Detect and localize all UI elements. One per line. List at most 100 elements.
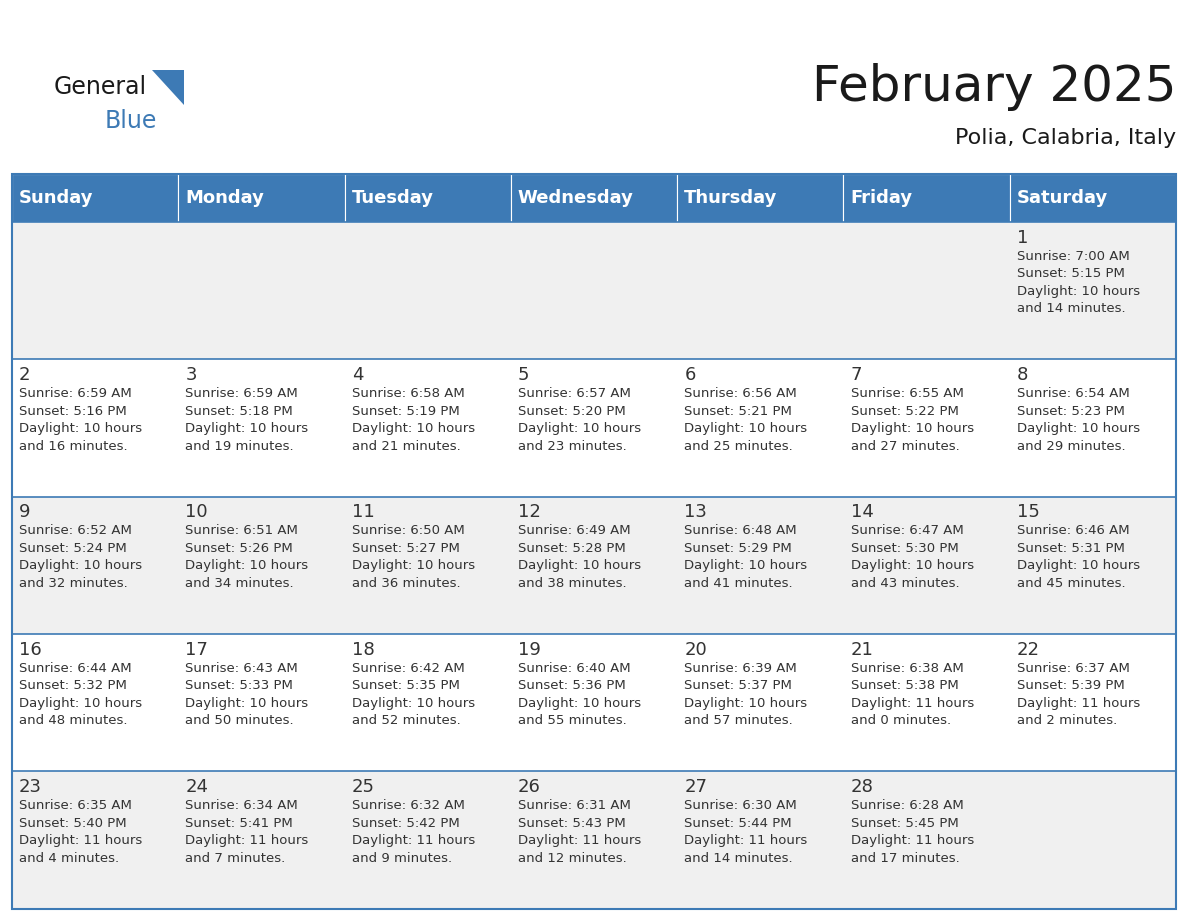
- Text: Sunrise: 6:57 AM
Sunset: 5:20 PM
Daylight: 10 hours
and 23 minutes.: Sunrise: 6:57 AM Sunset: 5:20 PM Dayligh…: [518, 387, 642, 453]
- Text: Monday: Monday: [185, 189, 264, 207]
- Text: 5: 5: [518, 366, 530, 384]
- Bar: [178, 771, 345, 909]
- Text: 2: 2: [19, 366, 31, 384]
- Bar: [178, 174, 345, 222]
- Text: Sunrise: 7:00 AM
Sunset: 5:15 PM
Daylight: 10 hours
and 14 minutes.: Sunrise: 7:00 AM Sunset: 5:15 PM Dayligh…: [1017, 250, 1140, 315]
- Bar: [178, 360, 345, 497]
- Text: Sunrise: 6:58 AM
Sunset: 5:19 PM
Daylight: 10 hours
and 21 minutes.: Sunrise: 6:58 AM Sunset: 5:19 PM Dayligh…: [352, 387, 475, 453]
- Bar: [12, 174, 178, 222]
- Bar: [345, 771, 511, 909]
- Text: 20: 20: [684, 641, 707, 658]
- Text: Sunrise: 6:49 AM
Sunset: 5:28 PM
Daylight: 10 hours
and 38 minutes.: Sunrise: 6:49 AM Sunset: 5:28 PM Dayligh…: [518, 524, 642, 590]
- Text: Tuesday: Tuesday: [352, 189, 434, 207]
- Text: Sunrise: 6:56 AM
Sunset: 5:21 PM
Daylight: 10 hours
and 25 minutes.: Sunrise: 6:56 AM Sunset: 5:21 PM Dayligh…: [684, 387, 808, 453]
- Text: 28: 28: [851, 778, 873, 796]
- Text: 9: 9: [19, 503, 31, 521]
- Text: Thursday: Thursday: [684, 189, 778, 207]
- Text: Sunrise: 6:47 AM
Sunset: 5:30 PM
Daylight: 10 hours
and 43 minutes.: Sunrise: 6:47 AM Sunset: 5:30 PM Dayligh…: [851, 524, 974, 590]
- Bar: [677, 174, 843, 222]
- Text: 11: 11: [352, 503, 374, 521]
- Bar: [1010, 360, 1176, 497]
- Text: 26: 26: [518, 778, 541, 796]
- Bar: [843, 222, 1010, 360]
- Bar: [511, 634, 677, 771]
- Text: Sunrise: 6:59 AM
Sunset: 5:18 PM
Daylight: 10 hours
and 19 minutes.: Sunrise: 6:59 AM Sunset: 5:18 PM Dayligh…: [185, 387, 309, 453]
- Text: General: General: [53, 75, 146, 99]
- Text: Sunrise: 6:32 AM
Sunset: 5:42 PM
Daylight: 11 hours
and 9 minutes.: Sunrise: 6:32 AM Sunset: 5:42 PM Dayligh…: [352, 799, 475, 865]
- Bar: [178, 634, 345, 771]
- Text: Sunrise: 6:55 AM
Sunset: 5:22 PM
Daylight: 10 hours
and 27 minutes.: Sunrise: 6:55 AM Sunset: 5:22 PM Dayligh…: [851, 387, 974, 453]
- Text: Sunrise: 6:46 AM
Sunset: 5:31 PM
Daylight: 10 hours
and 45 minutes.: Sunrise: 6:46 AM Sunset: 5:31 PM Dayligh…: [1017, 524, 1140, 590]
- Text: Wednesday: Wednesday: [518, 189, 634, 207]
- Bar: [12, 771, 178, 909]
- Bar: [12, 360, 178, 497]
- Text: 7: 7: [851, 366, 862, 384]
- Bar: [843, 771, 1010, 909]
- Bar: [1010, 634, 1176, 771]
- Text: Sunrise: 6:44 AM
Sunset: 5:32 PM
Daylight: 10 hours
and 48 minutes.: Sunrise: 6:44 AM Sunset: 5:32 PM Dayligh…: [19, 662, 143, 727]
- Text: Sunrise: 6:31 AM
Sunset: 5:43 PM
Daylight: 11 hours
and 12 minutes.: Sunrise: 6:31 AM Sunset: 5:43 PM Dayligh…: [518, 799, 642, 865]
- Bar: [12, 497, 178, 634]
- Text: 18: 18: [352, 641, 374, 658]
- Bar: [843, 174, 1010, 222]
- Text: February 2025: February 2025: [811, 63, 1176, 111]
- Text: Sunrise: 6:48 AM
Sunset: 5:29 PM
Daylight: 10 hours
and 41 minutes.: Sunrise: 6:48 AM Sunset: 5:29 PM Dayligh…: [684, 524, 808, 590]
- Text: 14: 14: [851, 503, 873, 521]
- Bar: [1010, 174, 1176, 222]
- Bar: [677, 771, 843, 909]
- Bar: [677, 497, 843, 634]
- Text: Friday: Friday: [851, 189, 912, 207]
- Text: Sunrise: 6:39 AM
Sunset: 5:37 PM
Daylight: 10 hours
and 57 minutes.: Sunrise: 6:39 AM Sunset: 5:37 PM Dayligh…: [684, 662, 808, 727]
- Text: Sunrise: 6:40 AM
Sunset: 5:36 PM
Daylight: 10 hours
and 55 minutes.: Sunrise: 6:40 AM Sunset: 5:36 PM Dayligh…: [518, 662, 642, 727]
- Bar: [1010, 497, 1176, 634]
- Text: 8: 8: [1017, 366, 1029, 384]
- Text: 27: 27: [684, 778, 707, 796]
- Text: 22: 22: [1017, 641, 1040, 658]
- Text: 12: 12: [518, 503, 541, 521]
- Text: Blue: Blue: [105, 109, 157, 133]
- Bar: [677, 360, 843, 497]
- Text: 3: 3: [185, 366, 197, 384]
- Bar: [1010, 222, 1176, 360]
- Bar: [345, 497, 511, 634]
- Bar: [511, 360, 677, 497]
- Text: 15: 15: [1017, 503, 1040, 521]
- Bar: [677, 634, 843, 771]
- Text: Sunrise: 6:42 AM
Sunset: 5:35 PM
Daylight: 10 hours
and 52 minutes.: Sunrise: 6:42 AM Sunset: 5:35 PM Dayligh…: [352, 662, 475, 727]
- Bar: [511, 174, 677, 222]
- Text: Sunrise: 6:34 AM
Sunset: 5:41 PM
Daylight: 11 hours
and 7 minutes.: Sunrise: 6:34 AM Sunset: 5:41 PM Dayligh…: [185, 799, 309, 865]
- Bar: [178, 222, 345, 360]
- Text: Sunrise: 6:50 AM
Sunset: 5:27 PM
Daylight: 10 hours
and 36 minutes.: Sunrise: 6:50 AM Sunset: 5:27 PM Dayligh…: [352, 524, 475, 590]
- Text: Sunday: Sunday: [19, 189, 94, 207]
- Text: 4: 4: [352, 366, 364, 384]
- Text: Sunrise: 6:54 AM
Sunset: 5:23 PM
Daylight: 10 hours
and 29 minutes.: Sunrise: 6:54 AM Sunset: 5:23 PM Dayligh…: [1017, 387, 1140, 453]
- Bar: [511, 222, 677, 360]
- Bar: [12, 174, 1176, 909]
- Text: Sunrise: 6:35 AM
Sunset: 5:40 PM
Daylight: 11 hours
and 4 minutes.: Sunrise: 6:35 AM Sunset: 5:40 PM Dayligh…: [19, 799, 143, 865]
- Text: 13: 13: [684, 503, 707, 521]
- Bar: [843, 497, 1010, 634]
- Text: 6: 6: [684, 366, 696, 384]
- Text: Sunrise: 6:38 AM
Sunset: 5:38 PM
Daylight: 11 hours
and 0 minutes.: Sunrise: 6:38 AM Sunset: 5:38 PM Dayligh…: [851, 662, 974, 727]
- Bar: [345, 174, 511, 222]
- Bar: [345, 360, 511, 497]
- Bar: [178, 497, 345, 634]
- Text: 21: 21: [851, 641, 873, 658]
- Bar: [345, 634, 511, 771]
- Bar: [511, 771, 677, 909]
- Text: Saturday: Saturday: [1017, 189, 1108, 207]
- Text: Sunrise: 6:30 AM
Sunset: 5:44 PM
Daylight: 11 hours
and 14 minutes.: Sunrise: 6:30 AM Sunset: 5:44 PM Dayligh…: [684, 799, 808, 865]
- Text: 24: 24: [185, 778, 208, 796]
- Bar: [345, 222, 511, 360]
- Text: 25: 25: [352, 778, 374, 796]
- Text: Sunrise: 6:59 AM
Sunset: 5:16 PM
Daylight: 10 hours
and 16 minutes.: Sunrise: 6:59 AM Sunset: 5:16 PM Dayligh…: [19, 387, 143, 453]
- Text: Sunrise: 6:52 AM
Sunset: 5:24 PM
Daylight: 10 hours
and 32 minutes.: Sunrise: 6:52 AM Sunset: 5:24 PM Dayligh…: [19, 524, 143, 590]
- Bar: [511, 497, 677, 634]
- Bar: [843, 634, 1010, 771]
- Polygon shape: [152, 70, 184, 105]
- Text: 1: 1: [1017, 229, 1029, 247]
- Text: 23: 23: [19, 778, 42, 796]
- Text: 16: 16: [19, 641, 42, 658]
- Bar: [677, 222, 843, 360]
- Text: 17: 17: [185, 641, 208, 658]
